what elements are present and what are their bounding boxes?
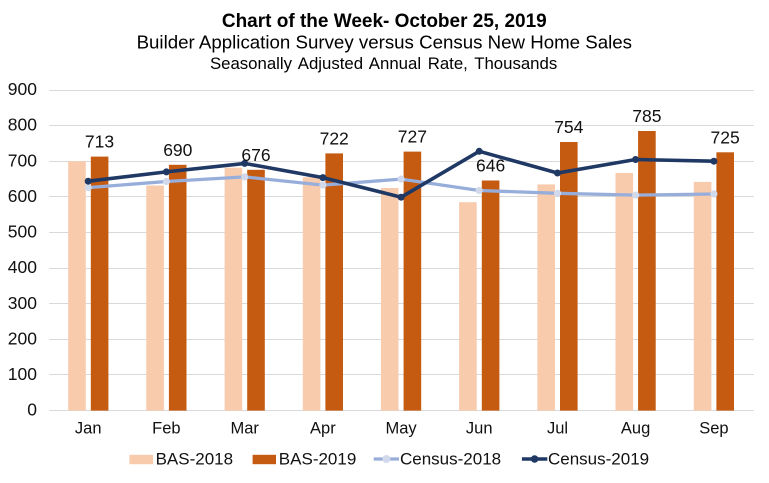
svg-text:Builder Application Survey ver: Builder Application Survey versus Census… bbox=[137, 32, 632, 53]
svg-text:300: 300 bbox=[8, 293, 37, 313]
svg-text:676: 676 bbox=[241, 145, 270, 165]
svg-text:Sep: Sep bbox=[699, 420, 728, 438]
svg-text:722: 722 bbox=[320, 128, 349, 148]
svg-text:May: May bbox=[386, 420, 418, 438]
svg-text:0: 0 bbox=[27, 400, 37, 420]
svg-text:900: 900 bbox=[8, 79, 37, 99]
svg-text:BAS-2019: BAS-2019 bbox=[279, 449, 357, 468]
svg-text:Seasonally Adjusted Annual Rat: Seasonally Adjusted Annual Rate, Thousan… bbox=[210, 54, 557, 73]
svg-text:600: 600 bbox=[8, 186, 37, 206]
svg-text:690: 690 bbox=[163, 140, 192, 160]
svg-text:100: 100 bbox=[8, 364, 37, 384]
svg-text:Census-2019: Census-2019 bbox=[548, 449, 649, 468]
svg-text:Jun: Jun bbox=[466, 420, 493, 438]
svg-text:Mar: Mar bbox=[230, 420, 259, 438]
svg-text:400: 400 bbox=[8, 257, 37, 277]
svg-text:Apr: Apr bbox=[310, 420, 336, 438]
svg-text:646: 646 bbox=[476, 156, 505, 176]
svg-text:Jul: Jul bbox=[547, 420, 568, 438]
svg-text:Chart of the Week- October 25,: Chart of the Week- October 25, 2019 bbox=[222, 11, 547, 32]
svg-text:200: 200 bbox=[8, 329, 37, 349]
svg-text:725: 725 bbox=[710, 127, 739, 147]
svg-text:785: 785 bbox=[632, 106, 661, 126]
svg-text:754: 754 bbox=[554, 117, 583, 137]
svg-text:Aug: Aug bbox=[621, 420, 650, 438]
svg-text:800: 800 bbox=[8, 115, 37, 135]
svg-text:BAS-2018: BAS-2018 bbox=[156, 449, 234, 468]
svg-text:Census-2018: Census-2018 bbox=[400, 449, 501, 468]
svg-text:Feb: Feb bbox=[152, 420, 180, 438]
svg-text:700: 700 bbox=[8, 150, 37, 170]
svg-text:500: 500 bbox=[8, 222, 37, 242]
svg-text:727: 727 bbox=[398, 127, 427, 147]
svg-text:713: 713 bbox=[85, 132, 114, 152]
svg-text:Jan: Jan bbox=[75, 420, 102, 438]
